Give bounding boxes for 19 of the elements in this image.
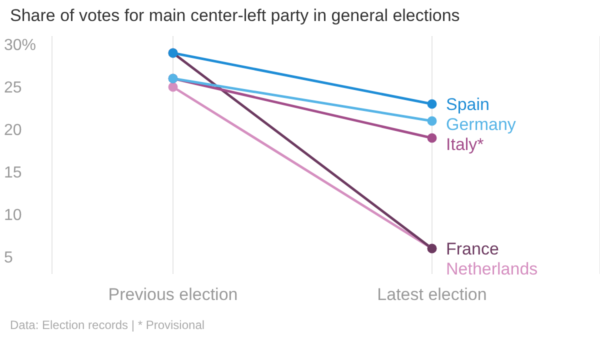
y-tick-label: 20 [4, 122, 22, 140]
text: Data: Election records | * Provisional [10, 318, 205, 332]
x-tick-label: Latest election [377, 285, 487, 304]
series-label: Spain [446, 95, 490, 114]
y-tick-label: 30% [4, 37, 36, 54]
series-label: Germany [446, 115, 516, 134]
point [168, 82, 178, 92]
point [427, 133, 437, 143]
x-tick-label: Previous election [108, 285, 238, 304]
series-label: Netherlands [446, 260, 538, 278]
point [427, 99, 437, 109]
series-label: France [446, 240, 499, 258]
chart-title: Share of votes for main center-left party in general elections [10, 6, 460, 26]
y-tick-label: 5 [4, 250, 13, 267]
point [427, 116, 437, 126]
y-tick-label: 15 [4, 164, 22, 182]
series-label: Italy* [446, 135, 484, 154]
y-tick-label: 25 [4, 80, 22, 97]
y-tick-label: 10 [4, 207, 22, 224]
